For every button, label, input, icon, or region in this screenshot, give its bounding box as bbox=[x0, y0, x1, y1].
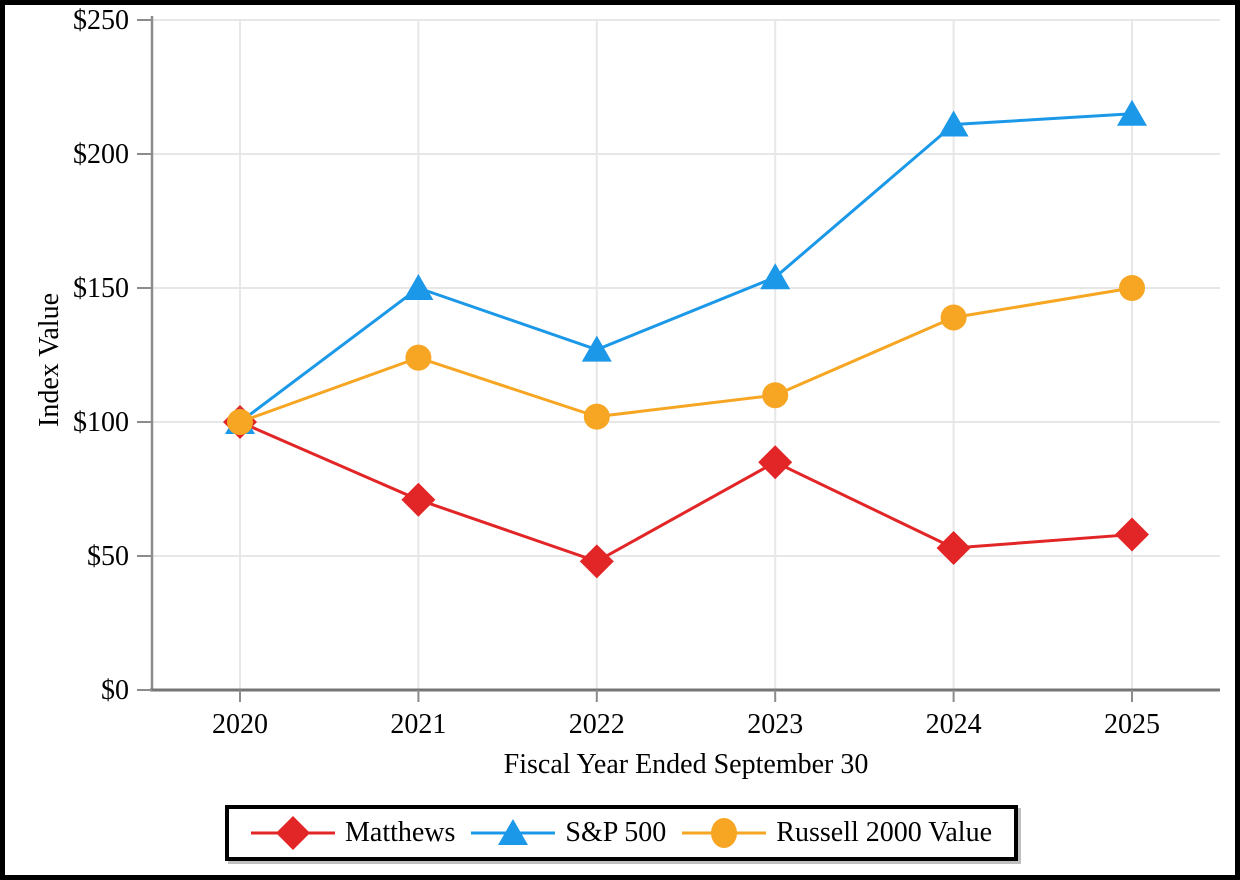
y-tick-label: $0 bbox=[101, 675, 129, 706]
x-tick-label: 2020 bbox=[212, 709, 268, 740]
x-axis-title: Fiscal Year Ended September 30 bbox=[503, 749, 869, 780]
x-tick-label: 2023 bbox=[747, 709, 803, 740]
axes: $0 $50 $100 $150 $200 $250 2020 2021 2022 2023 202… bbox=[73, 5, 1220, 740]
legend-label-russell: Russell 2000 Value bbox=[776, 817, 992, 848]
x-tick-label: 2021 bbox=[390, 709, 446, 740]
x-tick-label: 2024 bbox=[926, 709, 982, 740]
y-tick-label: $50 bbox=[87, 541, 129, 572]
x-tick-label: 2022 bbox=[569, 709, 625, 740]
gridlines bbox=[152, 19, 1220, 690]
y-tick-label: $150 bbox=[73, 273, 129, 304]
legend-item-russell: Russell 2000 Value bbox=[682, 813, 992, 853]
y-tick-label: $100 bbox=[73, 407, 129, 438]
matthews-diamond-icon bbox=[251, 816, 335, 850]
y-axis-title: Index Value bbox=[34, 293, 65, 427]
legend-item-sp500: S&P 500 bbox=[471, 813, 666, 853]
legend-label-sp500: S&P 500 bbox=[565, 817, 667, 848]
legend-label-matthews: Matthews bbox=[345, 817, 456, 848]
russell-circle-icon bbox=[682, 818, 767, 848]
legend-item-matthews: Matthews bbox=[251, 813, 455, 853]
legend: Matthews S&P 500 Russell 2000 Value bbox=[225, 805, 1018, 861]
y-tick-label: $250 bbox=[73, 5, 129, 36]
series-s-p-500 bbox=[225, 99, 1147, 434]
x-tick-label: 2025 bbox=[1104, 709, 1160, 740]
y-tick-label: $200 bbox=[73, 139, 129, 170]
series-russell-2000-value bbox=[227, 275, 1145, 435]
series-matthews bbox=[223, 405, 1149, 579]
sp500-triangle-icon bbox=[471, 819, 556, 845]
